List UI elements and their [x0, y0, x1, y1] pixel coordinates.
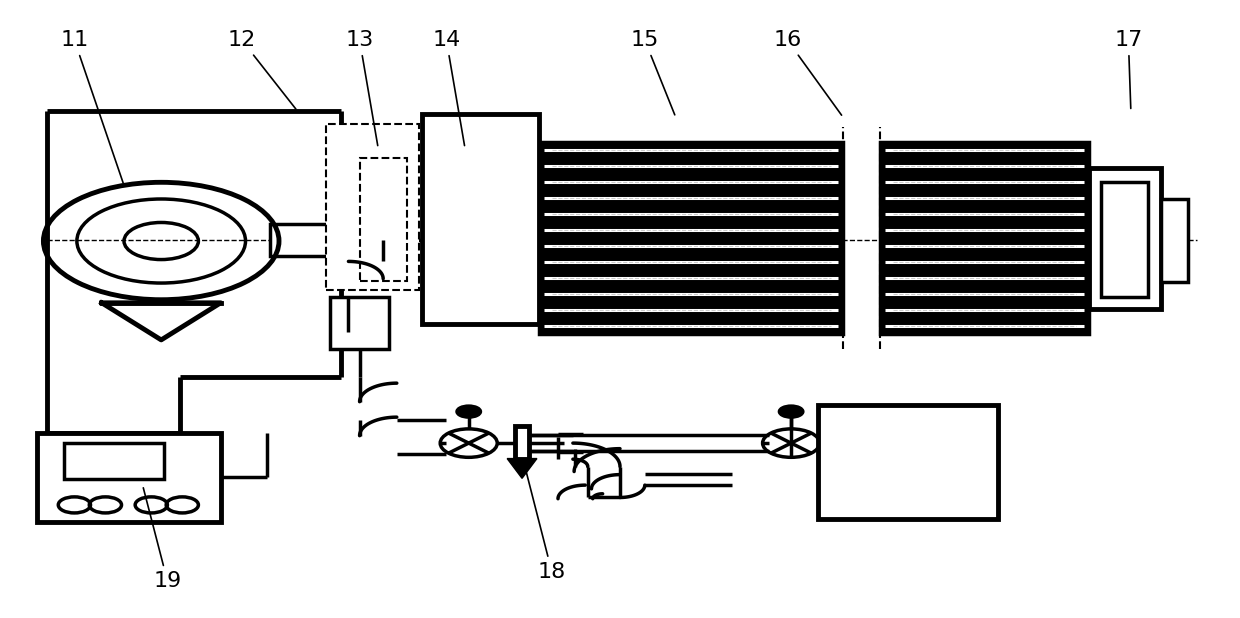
Circle shape — [456, 405, 481, 418]
Bar — [1161, 199, 1188, 282]
Text: 19: 19 — [144, 488, 181, 591]
Text: 13: 13 — [346, 30, 378, 146]
Text: 14: 14 — [433, 30, 465, 146]
Bar — [270, 224, 335, 256]
Bar — [1101, 182, 1148, 297]
Bar — [422, 114, 539, 324]
Bar — [64, 443, 164, 479]
Text: 12: 12 — [228, 30, 296, 109]
Bar — [360, 158, 407, 281]
Text: 15: 15 — [631, 30, 675, 115]
Bar — [37, 433, 221, 522]
Polygon shape — [102, 303, 221, 340]
Polygon shape — [507, 459, 537, 478]
Bar — [326, 124, 419, 290]
Bar — [539, 142, 843, 334]
Bar — [330, 297, 389, 349]
Text: 16: 16 — [774, 30, 842, 115]
Bar — [818, 405, 998, 519]
Bar — [1089, 168, 1161, 309]
Circle shape — [779, 405, 804, 418]
Text: 18: 18 — [516, 429, 565, 582]
Bar — [880, 142, 1089, 334]
Bar — [515, 426, 529, 459]
Text: 11: 11 — [61, 30, 123, 183]
Text: 17: 17 — [1115, 30, 1142, 109]
